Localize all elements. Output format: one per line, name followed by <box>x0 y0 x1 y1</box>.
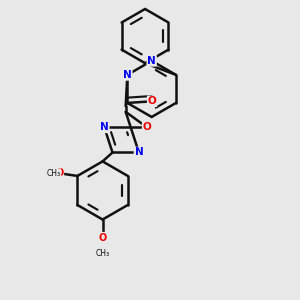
Text: N: N <box>147 56 156 66</box>
Text: O: O <box>148 96 157 106</box>
Text: N: N <box>134 148 143 158</box>
Text: CH₃: CH₃ <box>47 169 61 178</box>
Text: O: O <box>55 168 63 178</box>
Text: N: N <box>100 122 109 132</box>
Text: CH₃: CH₃ <box>95 249 110 258</box>
Text: O: O <box>98 233 107 243</box>
Text: N: N <box>123 70 132 80</box>
Text: O: O <box>143 122 152 132</box>
